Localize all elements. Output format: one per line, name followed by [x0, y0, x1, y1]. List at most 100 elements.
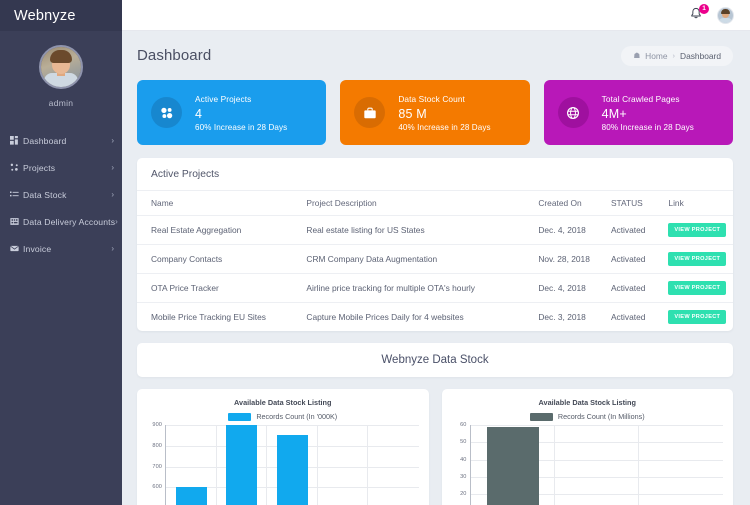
legend-label: Records Count (In Millions)	[557, 412, 645, 421]
view-project-button[interactable]: VIEW PROJECT	[668, 310, 727, 324]
grid-line	[469, 459, 723, 461]
stat-card-active-projects[interactable]: Active Projects 4 60% Increase in 28 Day…	[137, 80, 327, 145]
cell-name: OTA Price Tracker	[137, 273, 307, 303]
category-divider	[637, 425, 639, 505]
sidebar-item-dashboard[interactable]: Dashboard ›	[0, 127, 122, 154]
stat-card-subtitle: 60% Increase in 28 Days	[195, 122, 288, 132]
sidebar-item-invoice[interactable]: Invoice ›	[0, 235, 122, 262]
category-divider	[266, 425, 267, 505]
bar-slot	[318, 425, 368, 505]
sidebar-item-data-stock[interactable]: Data Stock ›	[0, 181, 122, 208]
y-axis	[469, 425, 471, 505]
brand-name: Webnyze	[14, 7, 76, 24]
y-axis-labels: 900800700600500400	[145, 422, 163, 505]
stat-card-total-crawled-pages[interactable]: Total Crawled Pages 4M+ 80% Increase in …	[543, 80, 733, 145]
avatar[interactable]	[39, 45, 83, 89]
table-row: Mobile Price Tracking EU Sites Capture Mo…	[137, 303, 733, 332]
sidebar-item-label: Invoice	[23, 243, 52, 254]
column-header-created-on: Created On	[538, 190, 611, 216]
chart-legend: Records Count (In Millions)	[450, 412, 726, 421]
chevron-right-icon: ›	[111, 189, 114, 199]
y-axis-tick: 50	[460, 439, 467, 446]
briefcase-icon	[354, 97, 386, 128]
table-row: Company Contacts CRM Company Data Augment…	[137, 244, 733, 274]
stat-card-title: Total Crawled Pages	[601, 93, 680, 104]
cell-description: Capture Mobile Prices Daily for 4 websit…	[306, 312, 464, 322]
table-header: Name Project Description Created On STAT…	[137, 190, 733, 216]
globe-icon	[557, 97, 589, 128]
breadcrumb: ☗ Home › Dashboard	[621, 45, 733, 66]
view-project-button[interactable]: VIEW PROJECT	[668, 223, 727, 237]
column-header-status: STATUS	[610, 190, 669, 216]
sidebar-item-label: Projects	[23, 162, 56, 173]
active-projects-panel: Active Projects Name Project Description…	[137, 158, 733, 331]
cell-link: VIEW PROJECT	[668, 215, 733, 245]
chart-title: Available Data Stock Listing	[538, 398, 636, 407]
column-header-link: Link	[668, 190, 733, 216]
sidebar-item-projects[interactable]: Projects ›	[0, 154, 122, 181]
stat-card-value: 85 M	[398, 106, 427, 121]
breadcrumb-current: Dashboard	[680, 50, 721, 61]
bar[interactable]	[276, 435, 308, 505]
breadcrumb-home[interactable]: Home	[645, 50, 668, 61]
bar-slot	[166, 425, 217, 505]
stat-card-value: 4M+	[601, 106, 627, 121]
bar[interactable]	[226, 425, 258, 505]
home-icon: ☗	[633, 51, 641, 60]
cell-status: Activated	[610, 273, 669, 303]
grid-line	[165, 425, 419, 426]
chevron-right-icon: ›	[111, 162, 114, 172]
view-project-button[interactable]: VIEW PROJECT	[668, 281, 727, 295]
user-avatar[interactable]	[717, 6, 734, 24]
stat-card-value: 4	[195, 106, 203, 121]
stat-card-title: Active Projects	[195, 93, 252, 104]
panel-title: Active Projects	[151, 169, 220, 180]
sidebar-nav: Dashboard › Projects › Data Stock ›	[0, 127, 122, 262]
envelope-icon	[10, 244, 23, 253]
grid-line	[469, 442, 723, 444]
bar[interactable]	[486, 426, 539, 505]
cell-created-on: Dec. 4, 2018	[538, 215, 611, 245]
category-divider	[553, 425, 555, 505]
main-content: 1 Dashboard ☗ Home › Dashboard Activ	[122, 0, 750, 505]
grid-line	[469, 477, 723, 478]
view-project-button[interactable]: VIEW PROJECT	[668, 252, 727, 266]
cell-description: CRM Company Data Augmentation	[306, 244, 539, 274]
bars-group	[166, 425, 419, 505]
cell-name: Mobile Price Tracking EU Sites	[151, 312, 266, 322]
legend-swatch	[529, 412, 553, 421]
breadcrumb-separator: ›	[672, 51, 676, 60]
y-axis-tick: 900	[152, 422, 162, 428]
cell-created-on: Dec. 3, 2018	[538, 312, 586, 322]
y-axis-tick: 40	[460, 456, 467, 463]
y-axis-tick: 30	[460, 474, 467, 480]
topbar: 1	[122, 0, 750, 31]
stat-card-subtitle: 40% Increase in 28 Days	[398, 122, 491, 132]
cell-link: VIEW PROJECT	[668, 273, 733, 303]
category-divider	[316, 425, 318, 505]
column-header-name: Name	[137, 190, 307, 216]
bars-group	[471, 425, 724, 505]
y-axis-tick: 20	[460, 491, 467, 498]
page-header: Dashboard ☗ Home › Dashboard	[122, 31, 750, 80]
chart-title: Available Data Stock Listing	[234, 398, 332, 407]
data-stock-heading: Webnyze Data Stock	[137, 343, 733, 377]
brand-logo[interactable]: Webnyze	[0, 0, 122, 31]
bar-chart-plot: 900800700600500400	[152, 422, 419, 505]
y-axis-labels: 6050403020100	[450, 422, 468, 505]
cell-created-on: Nov. 28, 2018	[538, 244, 611, 274]
legend-label: Records Count (In '000K)	[256, 412, 338, 421]
stat-card-data-stock-count[interactable]: Data Stock Count 85 M 40% Increase in 28…	[340, 80, 530, 145]
cell-description: Airline price tracking for multiple OTA'…	[306, 273, 539, 303]
category-divider	[215, 425, 217, 505]
bar[interactable]	[175, 487, 207, 505]
bell-icon	[689, 7, 703, 25]
notification-bell[interactable]: 1	[689, 4, 709, 25]
cell-status: Activated	[610, 215, 669, 245]
cell-status: Activated	[610, 244, 669, 274]
building-icon	[10, 217, 23, 226]
chevron-right-icon: ›	[115, 216, 118, 226]
y-axis-tick: 600	[152, 484, 162, 491]
cell-link: VIEW PROJECT	[668, 303, 733, 332]
sidebar-item-data-delivery-accounts[interactable]: Data Delivery Accounts ›	[0, 208, 122, 235]
